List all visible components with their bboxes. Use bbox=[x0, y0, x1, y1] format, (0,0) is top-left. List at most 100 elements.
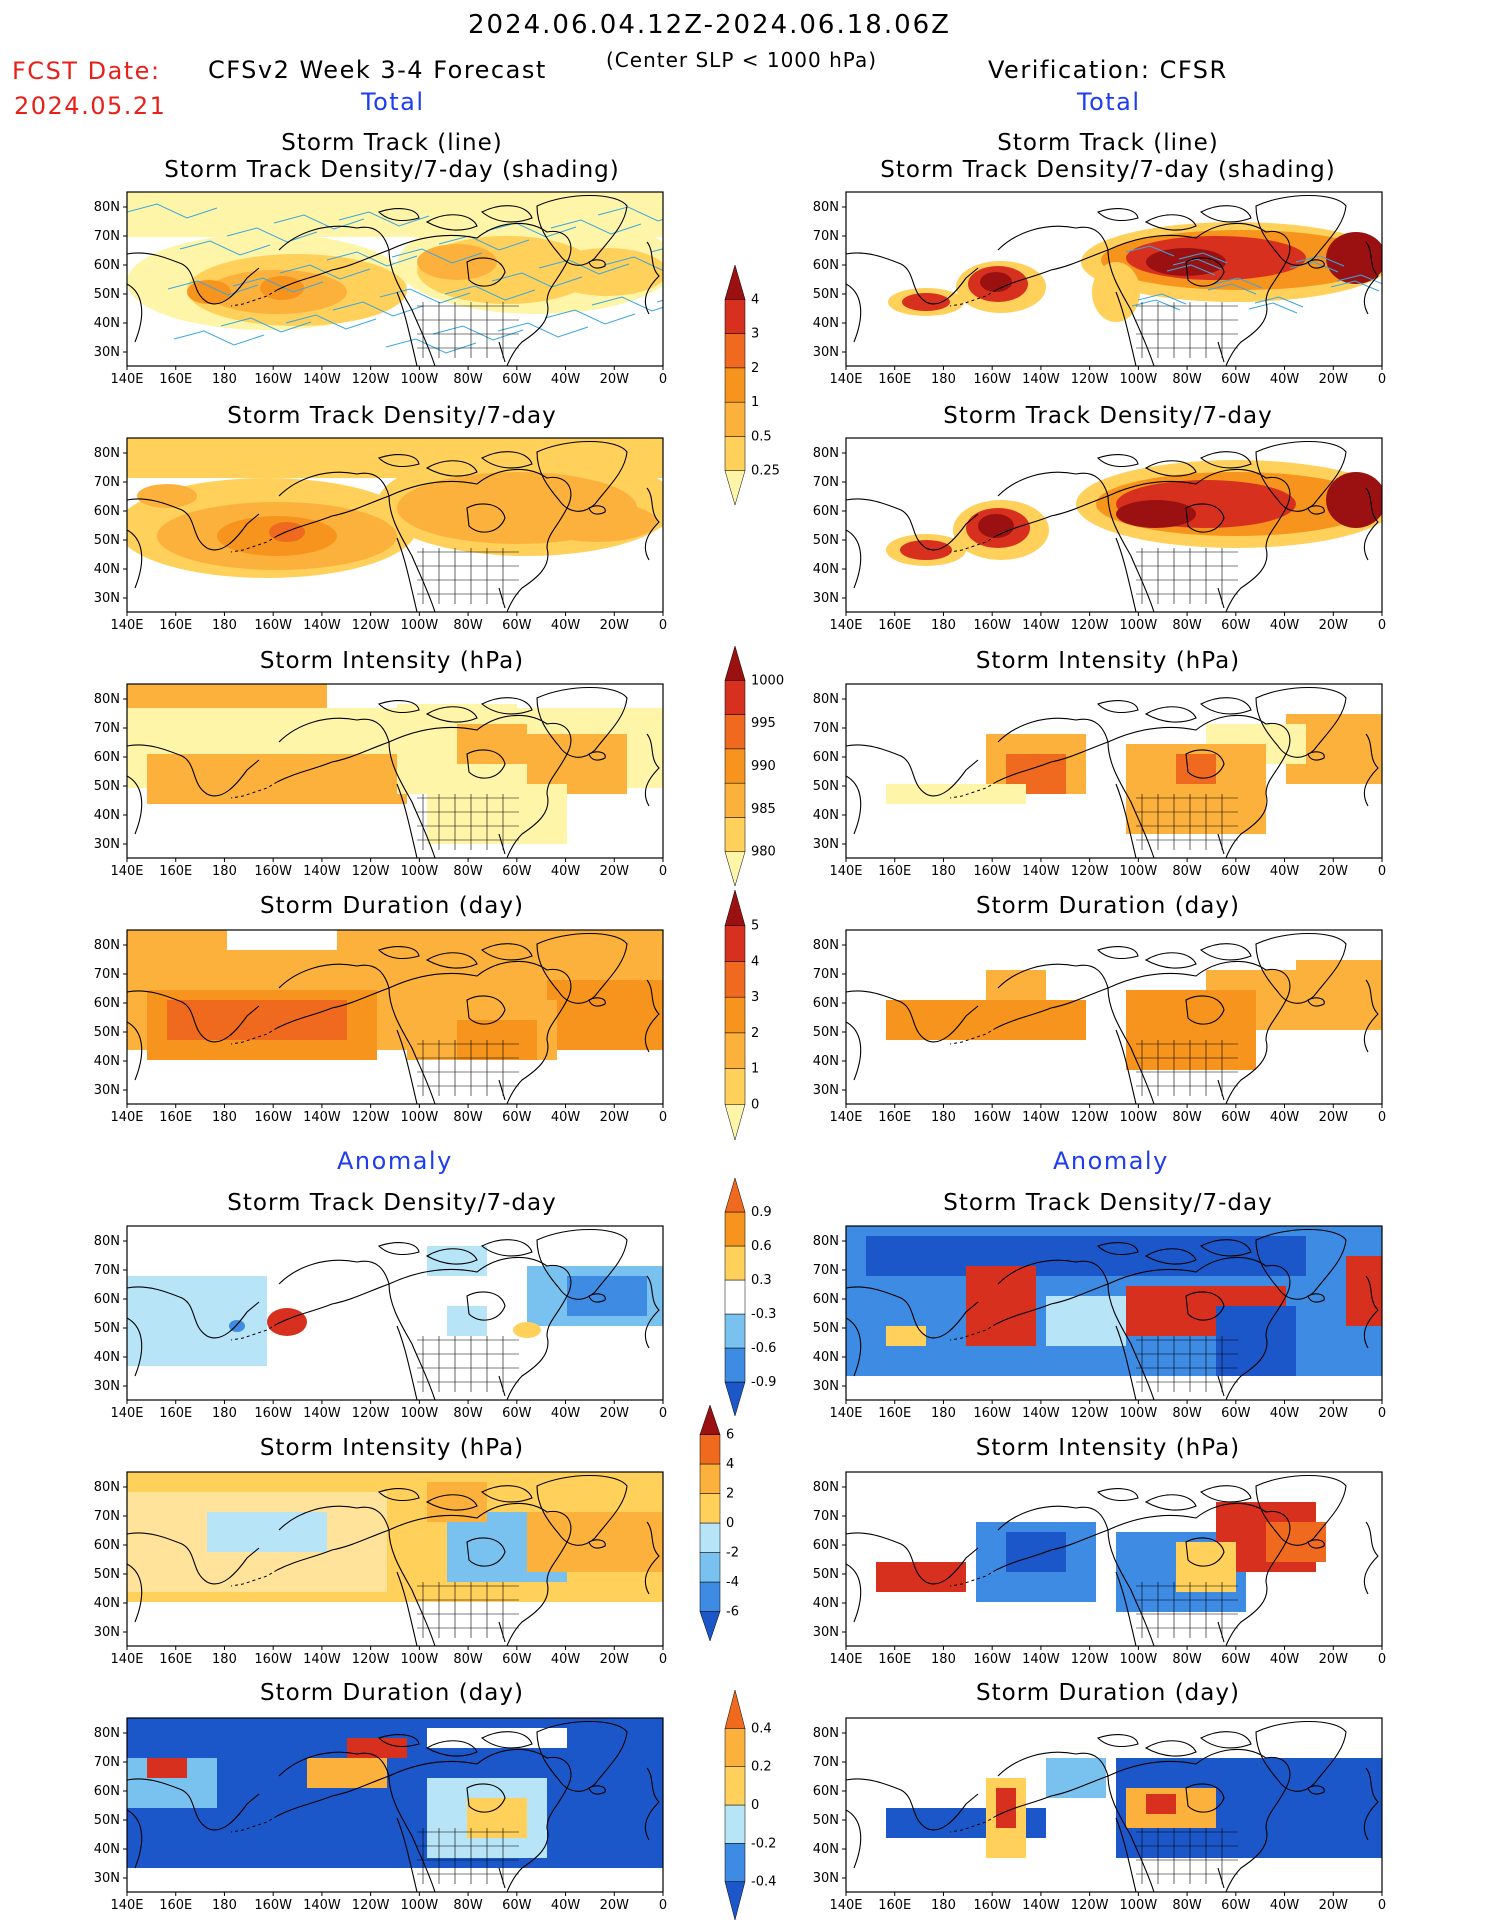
map-panel-obs-density: 80N 70N 60N 50N 40N 30N 140E 160E 180 160W 140W 120… bbox=[813, 437, 1386, 633]
lon-tick-label: 160E bbox=[878, 618, 911, 633]
lon-tick-label: 20W bbox=[1319, 864, 1349, 879]
lon-tick-label: 140E bbox=[110, 1110, 143, 1125]
lon-tick-label: 20W bbox=[600, 618, 630, 633]
lon-tick-label: 100W bbox=[1120, 1652, 1158, 1667]
colorbar-intensity-total: 1000 995 990 985 980 bbox=[724, 645, 784, 887]
lon-tick-label: 120W bbox=[1071, 1652, 1109, 1667]
lon-tick-label: 140E bbox=[829, 1406, 862, 1421]
colorbar-label: 4 bbox=[751, 292, 759, 307]
map-panel-fcst-density-anom: 80N 70N 60N 50N 40N 30N 140E 160E 180 160W 140W 120… bbox=[94, 1225, 667, 1421]
lat-tick-label: 40N bbox=[813, 562, 839, 577]
lat-tick-label: 70N bbox=[94, 229, 120, 244]
lon-tick-label: 60W bbox=[1221, 1898, 1251, 1913]
map-panel-obs-track: 80N 70N 60N 50N 40N 30N 140E 160E 180 160W 140W 120… bbox=[813, 191, 1386, 387]
panel-title: Storm Track Density/7-day (shading) bbox=[164, 157, 620, 183]
lon-tick-label: 160E bbox=[159, 618, 192, 633]
lon-tick-label: 140W bbox=[303, 1110, 341, 1125]
lon-tick-label: 180 bbox=[212, 618, 237, 633]
lat-tick-label: 40N bbox=[94, 316, 120, 331]
lat-tick-label: 40N bbox=[94, 1350, 120, 1365]
lon-tick-label: 160W bbox=[254, 1406, 292, 1421]
lon-tick-label: 0 bbox=[659, 372, 667, 387]
map-panel-fcst-duration: 80N 70N 60N 50N 40N 30N 140E 160E 180 160W 140W 120… bbox=[94, 929, 667, 1125]
lon-tick-label: 20W bbox=[600, 864, 630, 879]
lon-tick-label: 140E bbox=[110, 372, 143, 387]
lat-tick-label: 70N bbox=[813, 1509, 839, 1524]
colorbar-label: 3 bbox=[751, 990, 759, 1005]
lon-tick-label: 140E bbox=[829, 1652, 862, 1667]
lon-tick-label: 80W bbox=[453, 1110, 483, 1125]
map-panel-fcst-track: 80N 70N 60N 50N 40N 30N 140E 160E 180 160W 140W 120… bbox=[94, 191, 667, 387]
lon-tick-label: 180 bbox=[931, 864, 956, 879]
lon-tick-label: 80W bbox=[1172, 1652, 1202, 1667]
map-panel-obs-duration-anom: 80N 70N 60N 50N 40N 30N 140E 160E 180 160W 140W 120… bbox=[813, 1717, 1386, 1913]
lon-tick-label: 0 bbox=[659, 1898, 667, 1913]
lon-tick-label: 60W bbox=[1221, 1110, 1251, 1125]
colorbar-density-anom: 0.9 0.6 0.3 -0.3 -0.6 -0.9 bbox=[724, 1177, 776, 1417]
section-total-right: Total bbox=[1077, 88, 1141, 116]
colorbar-label: 0.5 bbox=[751, 429, 772, 444]
lon-tick-label: 20W bbox=[1319, 618, 1349, 633]
lat-tick-label: 60N bbox=[813, 996, 839, 1011]
lon-tick-label: 160W bbox=[254, 864, 292, 879]
lon-tick-label: 40W bbox=[1270, 1406, 1300, 1421]
panel-title: Storm Track Density/7-day bbox=[943, 1190, 1273, 1216]
lon-tick-label: 0 bbox=[1378, 1652, 1386, 1667]
colorbar-label: 0 bbox=[726, 1516, 734, 1531]
lon-tick-label: 60W bbox=[1221, 864, 1251, 879]
lon-tick-label: 0 bbox=[1378, 864, 1386, 879]
lat-tick-label: 50N bbox=[94, 779, 120, 794]
lon-tick-label: 60W bbox=[502, 1406, 532, 1421]
lat-tick-label: 80N bbox=[813, 1726, 839, 1741]
lat-tick-label: 30N bbox=[813, 1083, 839, 1098]
lat-tick-label: 80N bbox=[94, 1480, 120, 1495]
lon-tick-label: 140E bbox=[110, 1406, 143, 1421]
lat-tick-label: 40N bbox=[94, 1054, 120, 1069]
lat-tick-label: 40N bbox=[94, 1596, 120, 1611]
lat-tick-label: 80N bbox=[94, 200, 120, 215]
lon-tick-label: 160E bbox=[159, 1898, 192, 1913]
lon-tick-label: 180 bbox=[931, 372, 956, 387]
panel-title: Storm Duration (day) bbox=[976, 893, 1240, 919]
lat-tick-label: 60N bbox=[813, 258, 839, 273]
lon-tick-label: 20W bbox=[600, 1898, 630, 1913]
colorbar-label: 0.3 bbox=[751, 1273, 772, 1288]
colorbar-label: -0.3 bbox=[751, 1307, 776, 1322]
lon-tick-label: 140E bbox=[110, 618, 143, 633]
lat-tick-label: 40N bbox=[813, 808, 839, 823]
lon-tick-label: 160W bbox=[254, 1110, 292, 1125]
lon-tick-label: 100W bbox=[1120, 1406, 1158, 1421]
lon-tick-label: 20W bbox=[600, 372, 630, 387]
lon-tick-label: 100W bbox=[401, 1406, 439, 1421]
lon-tick-label: 140W bbox=[303, 372, 341, 387]
lon-tick-label: 180 bbox=[931, 1110, 956, 1125]
colorbar-duration-total: 5 4 3 2 1 0 bbox=[724, 889, 759, 1141]
lat-tick-label: 70N bbox=[94, 721, 120, 736]
lat-tick-label: 30N bbox=[813, 837, 839, 852]
lon-tick-label: 140E bbox=[110, 1898, 143, 1913]
lat-tick-label: 80N bbox=[813, 938, 839, 953]
lon-tick-label: 40W bbox=[1270, 1652, 1300, 1667]
lat-tick-label: 30N bbox=[94, 837, 120, 852]
lon-tick-label: 160E bbox=[159, 1110, 192, 1125]
map-panel-obs-density-anom: 80N 70N 60N 50N 40N 30N 140E 160E 180 160W 140W 120… bbox=[813, 1225, 1386, 1421]
map-panel-fcst-intensity: 80N 70N 60N 50N 40N 30N 140E 160E 180 160W 140W 120… bbox=[94, 683, 667, 879]
lon-tick-label: 80W bbox=[1172, 864, 1202, 879]
lon-tick-label: 80W bbox=[453, 1652, 483, 1667]
lon-tick-label: 180 bbox=[931, 1898, 956, 1913]
lon-tick-label: 160W bbox=[973, 1406, 1011, 1421]
lat-tick-label: 40N bbox=[813, 1596, 839, 1611]
lat-tick-label: 80N bbox=[94, 692, 120, 707]
lon-tick-label: 120W bbox=[352, 1898, 390, 1913]
colorbar-label: 0.25 bbox=[751, 464, 780, 479]
lon-tick-label: 40W bbox=[551, 372, 581, 387]
lat-tick-label: 60N bbox=[94, 996, 120, 1011]
lon-tick-label: 80W bbox=[453, 864, 483, 879]
lat-tick-label: 60N bbox=[94, 750, 120, 765]
panel-title: Storm Duration (day) bbox=[260, 1680, 524, 1706]
lon-tick-label: 40W bbox=[1270, 864, 1300, 879]
lon-tick-label: 80W bbox=[453, 618, 483, 633]
colorbar-density-total: 4 3 2 1 0.5 0.25 bbox=[724, 264, 780, 506]
lon-tick-label: 60W bbox=[502, 1898, 532, 1913]
colorbar-label: 990 bbox=[751, 759, 776, 774]
